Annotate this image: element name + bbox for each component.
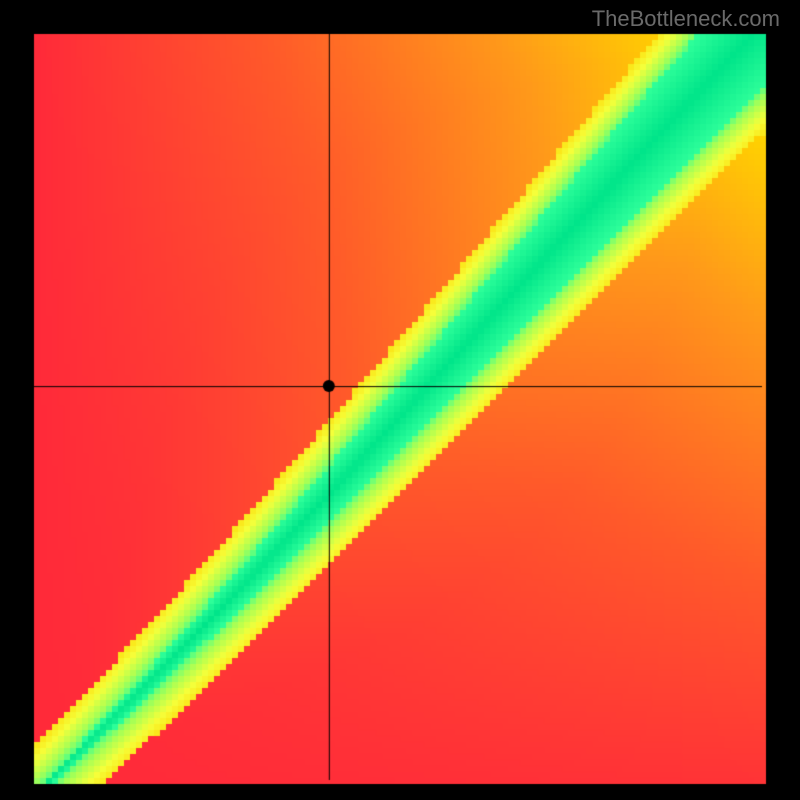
watermark-text: TheBottleneck.com [592,6,780,32]
chart-container: TheBottleneck.com [0,0,800,800]
heatmap-canvas [0,0,800,800]
